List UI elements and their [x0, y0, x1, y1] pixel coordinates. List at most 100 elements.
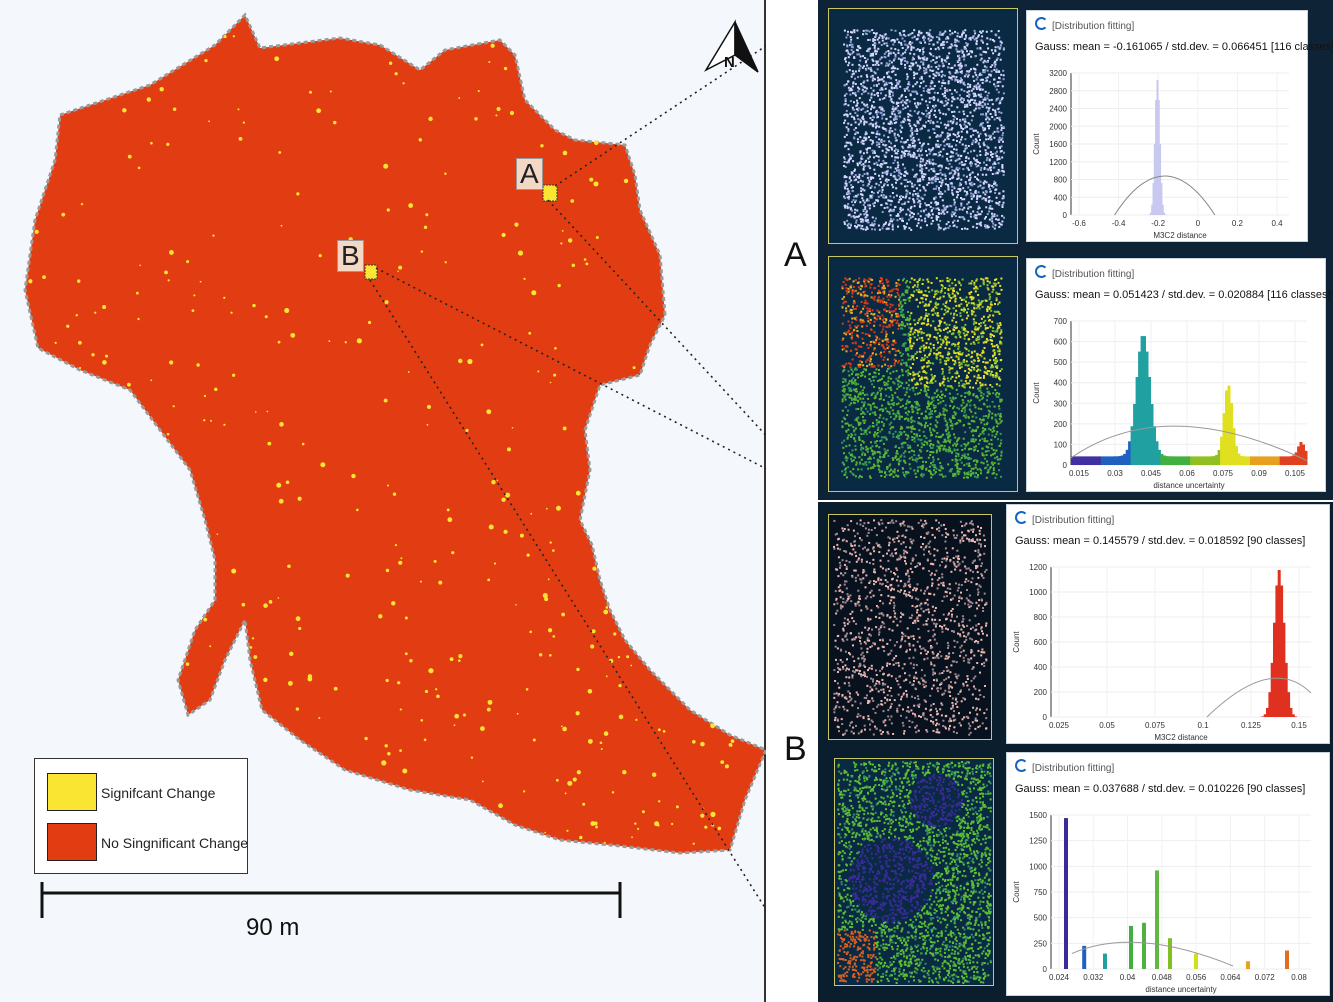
y-tick-label: 0 [1063, 211, 1068, 220]
x-tick-label: 0 [1196, 219, 1201, 228]
y-tick-label: 800 [1054, 176, 1068, 185]
x-tick-label: 0.2 [1232, 219, 1244, 228]
y-tick-label: 400 [1034, 663, 1048, 672]
histogram-plot: 0 250 500 750 1000 1250 1500 0.024 0.032 0.04 0.04… [1012, 811, 1311, 994]
y-tick-label: 2800 [1049, 87, 1067, 96]
y-tick-label: 800 [1034, 613, 1048, 622]
histogram-a-distance: [Distribution fitting] Gauss: mean = -0.… [1026, 10, 1333, 242]
point-cloud-a-distance [828, 8, 1018, 244]
y-tick-label: 2400 [1049, 105, 1067, 114]
y-tick-label: 1250 [1029, 837, 1047, 846]
north-arrow-label: N [724, 54, 735, 71]
x-axis-label: M3C2 distance [1153, 231, 1207, 240]
x-tick-label: 0.045 [1141, 469, 1162, 478]
x-tick-label: 0.072 [1255, 973, 1276, 982]
cloudcompare-icon [1035, 265, 1048, 278]
y-tick-label: 500 [1054, 358, 1068, 367]
site-a-label: A [516, 158, 543, 190]
y-axis-label: Count [1012, 881, 1021, 903]
y-tick-label: 700 [1054, 317, 1068, 326]
x-tick-label: 0.025 [1049, 721, 1070, 730]
site-b-marker [364, 264, 378, 280]
y-tick-label: 1500 [1029, 811, 1047, 820]
y-axis-label: Count [1032, 382, 1041, 404]
site-b-label: B [337, 240, 364, 272]
site-a-marker [542, 184, 558, 202]
y-tick-label: 3200 [1049, 69, 1067, 78]
north-arrow [703, 19, 759, 73]
legend-label-change: Signifcant Change [101, 785, 216, 801]
y-tick-label: 400 [1054, 193, 1068, 202]
x-tick-label: 0.064 [1220, 973, 1241, 982]
scale-bar [40, 882, 622, 918]
point-cloud-a-uncertainty [828, 256, 1018, 492]
y-tick-label: 1000 [1029, 862, 1047, 871]
x-tick-label: 0.03 [1107, 469, 1123, 478]
point-cloud-b-uncertainty [834, 758, 994, 986]
point-cloud-a-uncertainty-render [841, 277, 1003, 479]
y-tick-label: 100 [1054, 440, 1068, 449]
histogram-plot: 0 200 400 600 800 1000 1200 0.025 0.05 0.075 0.1 0.… [1012, 563, 1312, 742]
x-tick-label: -0.6 [1072, 219, 1086, 228]
histogram-plot: 0 400 800 1200 1600 2000 2400 2800 3200 -0.6 -0.4 -… [1032, 69, 1289, 240]
y-tick-label: 1000 [1029, 588, 1047, 597]
site-map [23, 12, 766, 918]
x-tick-label: -0.4 [1112, 219, 1126, 228]
x-axis-label: M3C2 distance [1154, 733, 1208, 742]
point-cloud-a-distance-render [843, 29, 1005, 231]
x-tick-label: 0.024 [1049, 973, 1070, 982]
point-cloud-b-uncertainty-render [837, 761, 992, 984]
histogram-window-title: [Distribution fitting] [1015, 759, 1114, 774]
point-cloud-b-distance [828, 514, 992, 740]
legend-swatch-change [47, 773, 97, 811]
y-tick-label: 1200 [1029, 563, 1047, 572]
x-tick-label: 0.04 [1120, 973, 1136, 982]
significant-change-speckles [28, 35, 735, 845]
y-tick-label: 600 [1054, 338, 1068, 347]
x-tick-label: 0.06 [1179, 469, 1195, 478]
x-tick-label: 0.08 [1291, 973, 1307, 982]
y-tick-label: 1600 [1049, 140, 1067, 149]
panel-a-letter: A [784, 236, 807, 274]
cloudcompare-icon [1035, 17, 1048, 30]
histogram-b-distance: [Distribution fitting] Gauss: mean = 0.1… [1006, 504, 1330, 744]
y-axis-label: Count [1032, 133, 1041, 155]
map-panel: N A B Signifcant Change No Singnificant … [0, 0, 766, 1002]
y-tick-label: 0 [1043, 965, 1048, 974]
y-tick-label: 1200 [1049, 158, 1067, 167]
x-tick-label: 0.075 [1145, 721, 1166, 730]
point-cloud-b-distance-render [833, 519, 988, 736]
y-tick-label: 500 [1034, 914, 1048, 923]
histogram-b-uncertainty: [Distribution fitting] Gauss: mean = 0.0… [1006, 752, 1330, 996]
scale-bar-label: 90 m [246, 914, 300, 941]
y-tick-label: 750 [1034, 888, 1048, 897]
x-tick-label: 0.075 [1213, 469, 1234, 478]
histogram-window-title: [Distribution fitting] [1015, 511, 1114, 526]
y-tick-label: 250 [1034, 939, 1048, 948]
gauss-stats: Gauss: mean = 0.145579 / std.dev. = 0.01… [1015, 535, 1306, 547]
cloudcompare-icon [1015, 759, 1028, 772]
legend-label-no-change: No Singnificant Change [101, 835, 249, 851]
x-tick-label: 0.4 [1271, 219, 1283, 228]
x-tick-label: -0.2 [1151, 219, 1165, 228]
y-tick-label: 2000 [1049, 122, 1067, 131]
histogram-a-uncertainty: [Distribution fitting] Gauss: mean = 0.0… [1026, 258, 1331, 492]
y-tick-label: 300 [1054, 399, 1068, 408]
study-area-polygon [23, 12, 766, 855]
x-tick-label: 0.125 [1241, 721, 1262, 730]
x-tick-label: 0.1 [1197, 721, 1209, 730]
y-tick-label: 200 [1034, 688, 1048, 697]
y-tick-label: 200 [1054, 420, 1068, 429]
y-tick-label: 0 [1063, 461, 1068, 470]
gauss-stats: Gauss: mean = 0.051423 / std.dev. = 0.02… [1035, 289, 1331, 301]
x-tick-label: 0.05 [1099, 721, 1115, 730]
cloudcompare-icon [1015, 511, 1028, 524]
x-tick-label: 0.056 [1186, 973, 1207, 982]
gauss-stats: Gauss: mean = -0.161065 / std.dev. = 0.0… [1035, 41, 1333, 53]
y-tick-label: 400 [1054, 379, 1068, 388]
x-tick-label: 0.015 [1069, 469, 1090, 478]
panel-b-letter: B [784, 730, 807, 768]
map-legend: Signifcant Change No Singnificant Change [34, 758, 248, 874]
histogram-window-title: [Distribution fitting] [1035, 265, 1134, 280]
x-tick-label: 0.105 [1285, 469, 1306, 478]
